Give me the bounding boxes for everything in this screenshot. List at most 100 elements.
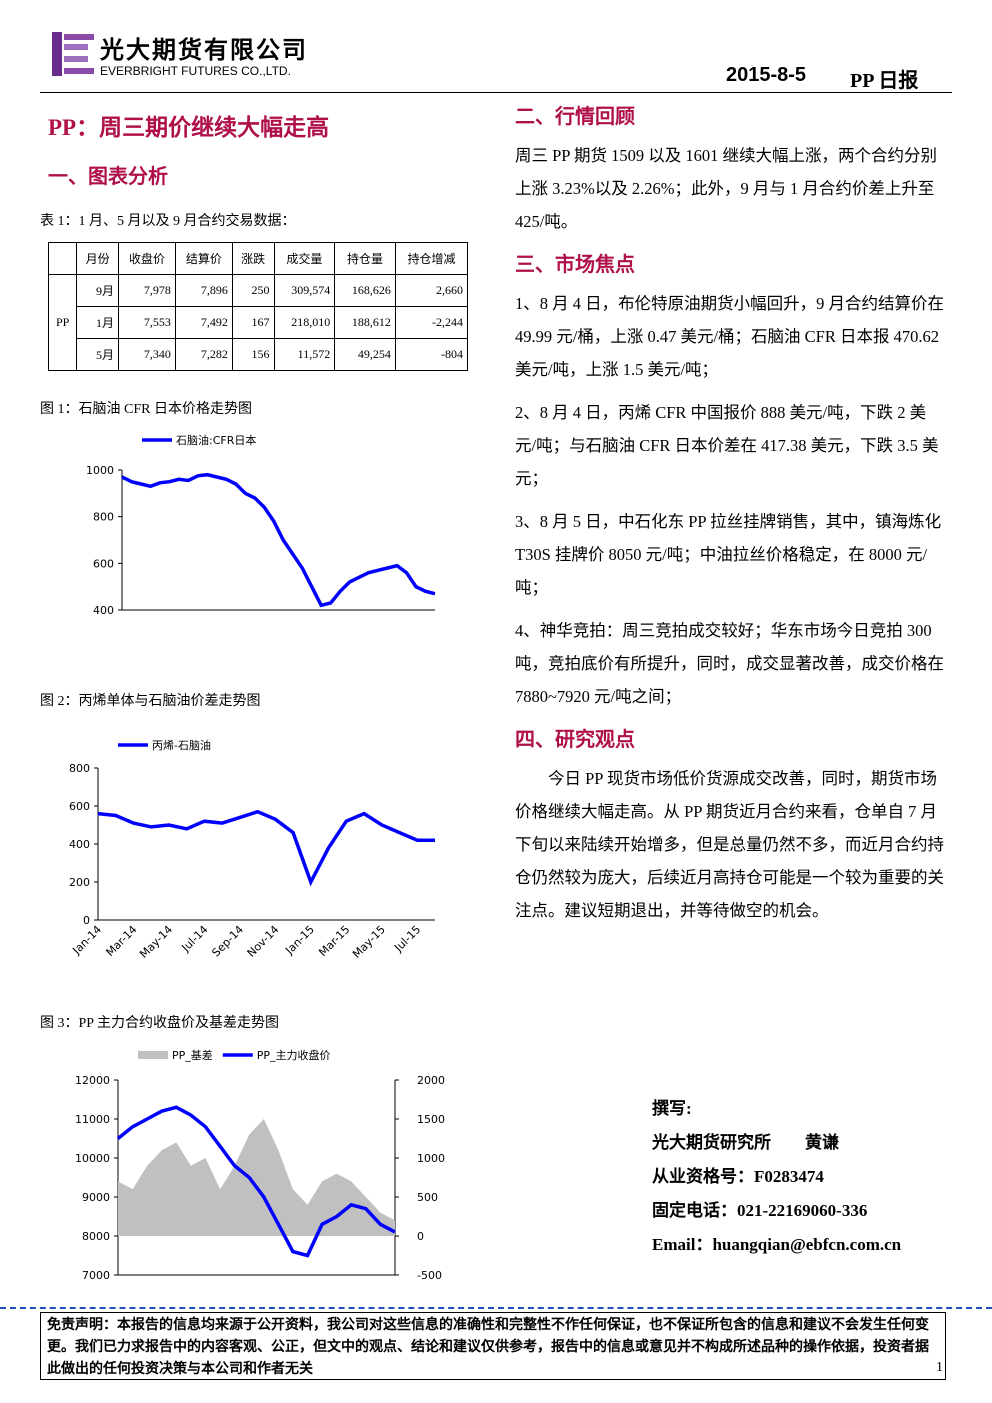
y-tick-label: 10000 <box>75 1152 110 1165</box>
chart: 400 600 800 1000 石脑油:CFR日本 <box>86 433 436 617</box>
y-tick-label: 8000 <box>82 1230 110 1243</box>
line <box>121 472 436 608</box>
line <box>116 1105 396 1258</box>
y2-tick-label: 1500 <box>417 1113 445 1126</box>
header-cell: 持仓增减 <box>394 242 469 275</box>
cell: 11,572 <box>273 338 336 371</box>
header-cell: 涨跌 <box>231 242 275 275</box>
company-en: EVERBRIGHT FUTURES CO.,LTD. <box>100 64 291 78</box>
author: 撰写: 光大期货研究所 黄谦 从业资格号：F0283474 固定电话：021-2216… <box>652 1092 901 1262</box>
author-line: 光大期货研究所 黄谦 <box>652 1133 839 1152</box>
y2-tick-label: 1000 <box>417 1152 445 1165</box>
header-cell: 结算价 <box>174 242 233 275</box>
x-tick-label: May-14 <box>137 923 175 961</box>
y2-tick-label: 2000 <box>417 1074 445 1087</box>
x-tick-label: Sep-14 <box>209 923 246 960</box>
heading: 四、研究观点 <box>515 729 635 751</box>
author-line: 从业资格号：F0283474 <box>652 1167 824 1186</box>
legend-label: PP_主力收盘价 <box>257 1048 331 1062</box>
paragraph: 4、神华竞拍：周三竞拍成交较好；华东市场今日竞拍 300 吨，竞拍底价有所提升，… <box>515 621 944 706</box>
header-cell: 收盘价 <box>118 242 176 275</box>
x-tick-label: Jan-15 <box>282 923 317 958</box>
date: 2015-8-5 <box>726 64 807 86</box>
y-tick-label: 12000 <box>75 1074 110 1087</box>
header-cell: 成交量 <box>273 242 336 275</box>
header-cell: 月份 <box>76 242 119 275</box>
author-line: Email：huangqian@ebfcn.com.cn <box>652 1235 902 1254</box>
disclaimer: 免责声明：本报告的信息均来源于公开资料，我公司对这些信息的准确性和完整性不作任何… <box>40 1312 946 1380</box>
rule <box>40 92 952 93</box>
heading: 一、图表分析 <box>48 166 168 188</box>
x-tick-label: Jul-14 <box>179 923 211 955</box>
x-tick-label: Mar-14 <box>104 923 140 959</box>
y-tick-label: 1000 <box>86 464 114 477</box>
legend-label: 丙烯-石脑油 <box>152 738 211 752</box>
y2-tick-label: 0 <box>417 1230 424 1243</box>
title: PP：周三期价继续大幅走高 <box>48 115 330 140</box>
y-tick-label: 11000 <box>75 1113 110 1126</box>
cell: -2,244 <box>394 306 469 339</box>
legend-label: PP_基差 <box>172 1048 213 1062</box>
cell: 7,553 <box>118 306 176 339</box>
author-line: 固定电话：021-22169060-336 <box>652 1201 868 1220</box>
cell: 7,282 <box>174 338 233 371</box>
cell: 218,010 <box>273 306 336 339</box>
table: 月份 收盘价 结算价 涨跌 成交量 持仓量 持仓增减 PP 9月 7,978 7,896 250 30… <box>47 242 469 371</box>
rule <box>0 1307 992 1309</box>
caption: 图 1：石脑油 CFR 日本价格走势图 <box>40 402 252 417</box>
y-tick-label: 800 <box>93 511 114 524</box>
legend-label: 石脑油:CFR日本 <box>176 433 256 447</box>
heading: 二、行情回顾 <box>515 106 635 128</box>
cell: 5月 <box>76 338 119 371</box>
y-tick-label: 9000 <box>82 1191 110 1204</box>
paragraph: 3、8 月 5 日，中石化东 PP 拉丝挂牌销售，其中，镇海炼化 T30S 挂牌… <box>515 512 942 597</box>
logo <box>52 32 94 76</box>
cell: 7,340 <box>118 338 176 371</box>
y-tick-label: 400 <box>93 604 114 617</box>
y-tick-label: 0 <box>83 914 90 927</box>
group: PP <box>47 274 78 371</box>
cell: 9月 <box>76 274 119 307</box>
y-tick-label: 600 <box>69 800 90 813</box>
paragraph: 周三 PP 期货 1509 以及 1601 继续大幅上涨，两个合约分别上涨 3.… <box>515 146 937 231</box>
x-tick-label: Nov-14 <box>245 923 282 960</box>
right-column: 二、行情回顾周三 PP 期货 1509 以及 1601 继续大幅上涨，两个合约分… <box>515 100 945 937</box>
area <box>118 1119 395 1236</box>
x-tick-label: May-15 <box>350 923 388 961</box>
paragraph: 1、8 月 4 日，布伦特原油期货小幅回升，9 月合约结算价在 49.99 元/… <box>515 294 944 379</box>
caption: 图 3：PP 主力合约收盘价及基差走势图 <box>40 1016 280 1031</box>
cell: 309,574 <box>273 274 336 307</box>
cell: 188,612 <box>334 306 396 339</box>
cell: 49,254 <box>334 338 396 371</box>
heading: 三、市场焦点 <box>515 254 635 276</box>
cell: 7,492 <box>174 306 233 339</box>
report: PP 日报 <box>850 70 919 92</box>
paragraph: 2、8 月 4 日，丙烯 CFR 中国报价 888 美元/吨，下跌 2 美元/吨… <box>515 403 939 488</box>
page-number: 1 <box>936 1360 943 1375</box>
cell: 1月 <box>76 306 119 339</box>
y2-tick-label: -500 <box>417 1269 442 1282</box>
chart: 7000 8000 9000 10000 11000 12000 -500 0 500 1000 1… <box>75 1048 445 1282</box>
y-tick-label: 7000 <box>82 1269 110 1282</box>
cell: -804 <box>394 338 469 371</box>
author-line: 撰写: <box>652 1099 692 1118</box>
caption: 表 1：1 月、5 月以及 9 月合约交易数据： <box>40 214 296 229</box>
cell: 168,626 <box>334 274 396 307</box>
y-tick-label: 800 <box>69 762 90 775</box>
cell: 167 <box>231 306 275 339</box>
cell: 2,660 <box>394 274 469 307</box>
caption: 图 2：丙烯单体与石脑油价差走势图 <box>40 694 261 709</box>
y-tick-label: 600 <box>93 557 114 570</box>
x-tick-label: Mar-15 <box>316 923 352 959</box>
x-tick-label: Jan-14 <box>70 923 105 958</box>
header-cell: 持仓量 <box>334 242 396 275</box>
cell: 7,896 <box>174 274 233 307</box>
cell: 156 <box>231 338 275 371</box>
cell: 250 <box>231 274 275 307</box>
legend-swatch <box>138 1051 168 1059</box>
line <box>97 809 435 887</box>
cell: 7,978 <box>118 274 176 307</box>
y-tick-label: 200 <box>69 876 90 889</box>
